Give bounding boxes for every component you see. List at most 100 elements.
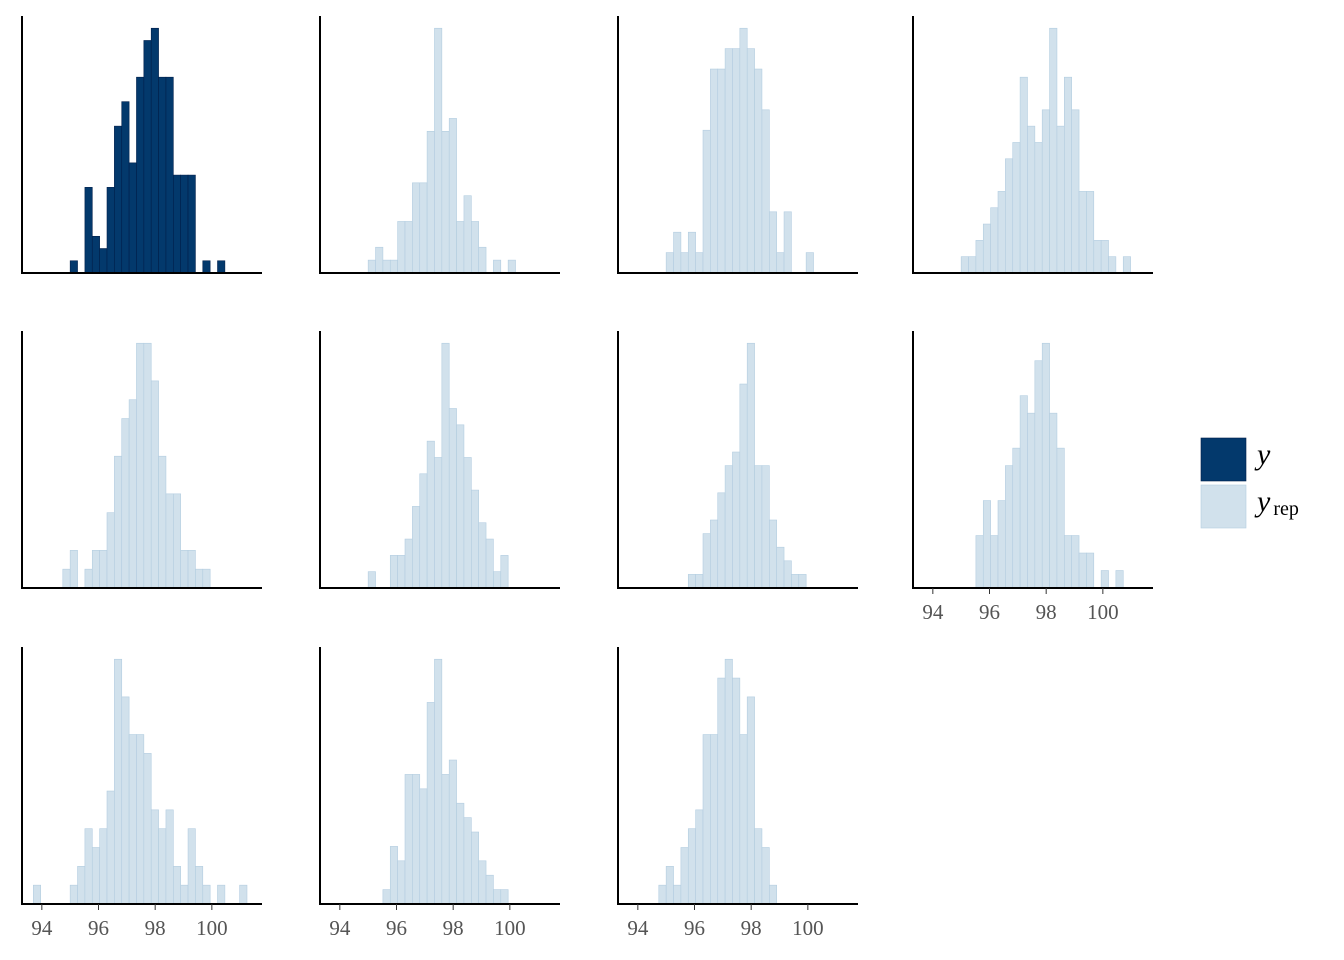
bar xyxy=(217,260,226,274)
x-tick-label: 100 xyxy=(196,916,228,940)
bar xyxy=(158,455,167,589)
bar xyxy=(1034,360,1043,589)
bar xyxy=(990,535,999,589)
bar xyxy=(404,774,413,905)
bar xyxy=(136,76,145,274)
bar xyxy=(128,734,137,905)
legend-name: y xyxy=(1254,485,1271,518)
bar xyxy=(1064,535,1072,589)
bar xyxy=(412,774,421,905)
bar xyxy=(1122,256,1131,274)
bar xyxy=(419,788,428,905)
bar xyxy=(426,440,435,589)
bar xyxy=(769,519,777,589)
bar xyxy=(1071,109,1080,274)
bar xyxy=(702,734,711,905)
bar xyxy=(805,252,814,274)
bar xyxy=(69,260,78,274)
bar xyxy=(434,457,443,589)
bar xyxy=(434,27,443,274)
bar xyxy=(754,828,763,905)
bar xyxy=(448,408,457,589)
bar xyxy=(739,734,748,905)
bar xyxy=(1012,142,1021,274)
bar xyxy=(187,550,196,589)
bar xyxy=(463,817,472,905)
bar xyxy=(91,550,100,589)
bar xyxy=(493,889,502,905)
bar xyxy=(367,259,376,274)
bar xyxy=(732,677,741,905)
bar xyxy=(968,256,977,274)
x-tick-label: 94 xyxy=(31,916,53,940)
bar xyxy=(471,489,479,589)
bar xyxy=(150,809,159,905)
bar xyxy=(456,424,465,589)
bar xyxy=(1071,535,1080,589)
bar xyxy=(1086,191,1095,274)
bar xyxy=(1078,552,1087,589)
bar xyxy=(658,884,667,905)
bar xyxy=(121,696,130,905)
bar xyxy=(500,889,509,905)
bar xyxy=(412,182,421,274)
bar xyxy=(1049,412,1058,589)
bar xyxy=(702,129,711,274)
bar xyxy=(507,259,516,274)
bar xyxy=(412,506,421,589)
bar xyxy=(158,76,167,274)
bar xyxy=(239,884,248,905)
bar xyxy=(158,828,167,905)
bar xyxy=(1049,27,1058,274)
bar xyxy=(121,418,130,589)
bar xyxy=(761,465,770,589)
bar xyxy=(746,696,755,905)
bar xyxy=(121,101,130,274)
bar xyxy=(485,874,494,905)
bar xyxy=(1100,240,1109,274)
bar xyxy=(997,191,1006,274)
bar xyxy=(1115,570,1124,589)
bar xyxy=(960,256,969,274)
bar xyxy=(1108,256,1117,274)
bar xyxy=(717,492,726,589)
x-tick-label: 96 xyxy=(979,600,1000,624)
bar xyxy=(776,252,785,274)
bar xyxy=(448,118,457,274)
bar xyxy=(717,677,726,905)
bar xyxy=(673,884,682,905)
bar xyxy=(1093,240,1102,274)
bar xyxy=(975,240,984,274)
bar xyxy=(180,550,189,589)
bar xyxy=(69,884,78,905)
bar xyxy=(724,48,733,274)
bar xyxy=(463,457,472,589)
bar xyxy=(665,252,674,274)
bar xyxy=(456,221,465,274)
bar xyxy=(114,455,123,589)
bar xyxy=(673,231,682,274)
bar xyxy=(389,259,398,274)
bar xyxy=(776,546,785,589)
bar xyxy=(367,571,376,589)
bar xyxy=(695,252,704,274)
bar xyxy=(180,884,189,905)
bar xyxy=(389,846,398,905)
bar xyxy=(746,48,755,274)
bar xyxy=(493,259,502,274)
bar xyxy=(990,207,999,274)
bar xyxy=(746,342,755,589)
bar xyxy=(1041,342,1050,589)
bar xyxy=(710,734,719,905)
bar xyxy=(99,550,108,589)
bar xyxy=(665,866,674,905)
bar xyxy=(754,68,763,274)
bar xyxy=(702,533,711,589)
bar xyxy=(375,246,384,274)
bar xyxy=(754,465,763,589)
bar xyxy=(471,221,479,274)
bar xyxy=(106,512,115,589)
bar xyxy=(143,40,152,274)
bar xyxy=(441,342,450,589)
bar xyxy=(419,473,428,589)
